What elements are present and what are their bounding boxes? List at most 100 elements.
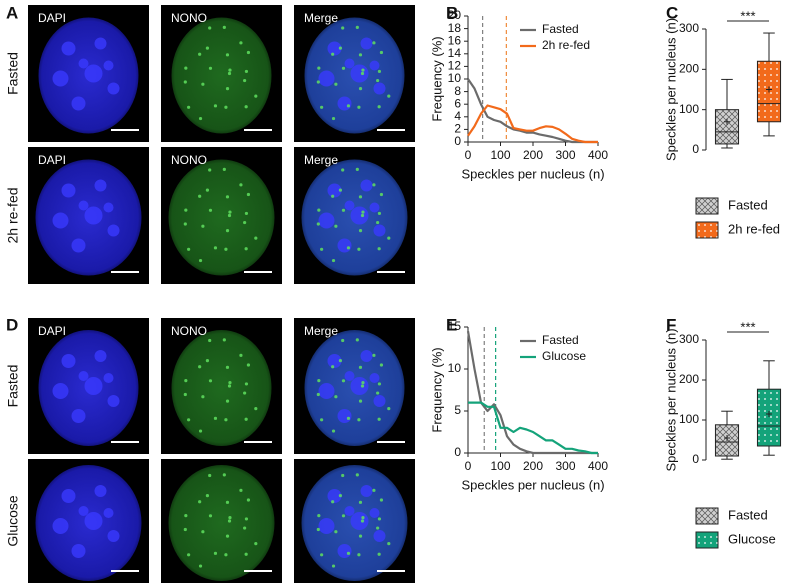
box [756,388,782,447]
nono-speckle [357,247,361,251]
dapi-spot [71,409,86,423]
dapi-spot [107,395,120,407]
dapi-spot [337,96,352,111]
nono-speckle [224,553,228,557]
y-tick-label: 0 [692,452,699,466]
nono-speckle [360,213,365,218]
nucleus [168,159,275,276]
dapi-spot [52,70,69,87]
dapi-spot [103,373,114,383]
dapi-spot [350,64,369,83]
nono-speckle [341,208,346,212]
dapi-spot [78,200,89,211]
nono-speckle [331,429,336,433]
nono-speckle [208,208,213,212]
nono-speckle [338,359,343,363]
dapi-spot [107,224,120,237]
column-label: Merge [304,11,338,25]
nono-speckle [387,236,391,240]
nono-speckle [228,68,232,72]
nono-speckle [360,519,365,523]
nono-speckle [316,527,320,532]
x-tick-label: 400 [588,459,608,473]
nono-speckle [187,247,191,251]
significance-label: *** [740,319,755,334]
nono-speckle [198,365,202,369]
nono-speckle [377,552,381,556]
nono-speckle [201,224,205,228]
mean-marker [766,86,772,93]
dapi-spot [369,60,380,71]
nucleus [171,330,272,446]
panel-letter: B [446,3,458,22]
dapi-spot [350,206,369,225]
nono-speckle [357,105,361,109]
nono-speckle [244,417,248,421]
nono-speckle [222,25,226,30]
dapi-spot [84,64,103,83]
x-tick-label: 100 [490,459,510,473]
nono-speckle [213,246,218,250]
nono-speckle [316,222,320,226]
row-label: Fasted [5,52,21,95]
dapi-spot [52,518,69,534]
mean-marker [724,435,730,441]
legend-label: Glucose [728,531,776,546]
nono-speckle [246,363,251,367]
nono-speckle [208,26,212,30]
nono-speckle [320,418,324,422]
legend-swatch [695,221,719,239]
dapi-spot [373,82,386,95]
legend-label: 2h re-fed [728,221,780,236]
nono-speckle [357,553,361,557]
nono-speckle [208,338,212,343]
nono-speckle [338,494,343,498]
dapi-spot [337,238,352,253]
nono-speckle [331,564,336,568]
legend-label: Fasted [542,22,579,36]
nono-speckle [331,365,335,369]
nono-speckle [372,183,376,187]
dapi-spot [337,544,352,558]
nono-speckle [225,195,230,199]
legend-swatch [695,531,719,549]
dapi-spot [107,530,120,542]
nono-speckle [198,500,202,504]
dapi-spot [52,383,69,399]
nono-speckle [244,69,249,74]
dapi-spot [344,200,355,211]
column-label: NONO [171,324,207,338]
nono-speckle [334,395,338,399]
x-tick-label: 400 [588,148,608,162]
nono-speckle [239,183,243,187]
mean-marker [766,411,772,417]
y-axis-label: Speckles per nucleus (n) [663,328,678,471]
nono-speckle [227,71,232,76]
x-tick-label: 0 [465,459,472,473]
nono-speckle [376,391,380,395]
nono-speckle [183,392,187,397]
dapi-spot [344,58,355,69]
column-label: DAPI [38,11,66,25]
y-tick-label: 100 [679,412,699,426]
nono-speckle [317,208,321,212]
nono-speckle [225,399,230,403]
nono-speckle [225,365,230,369]
dapi-spot [373,395,386,407]
dapi-spot [52,212,69,229]
nono-speckle [360,384,365,388]
y-tick-label: 100 [679,102,699,116]
legend-swatch [695,507,719,525]
nono-speckle [208,168,212,172]
dapi-spot [327,489,342,503]
dapi-spot [360,485,373,497]
nono-speckle [358,229,363,233]
column-label: NONO [171,11,207,25]
panel-letter: A [6,3,18,22]
nono-speckle [228,381,232,385]
dapi-spot [318,70,335,87]
y-tick-label: 10 [448,361,462,375]
series-line [468,401,598,455]
dapi-spot [318,518,335,534]
nono-speckle [205,494,210,498]
